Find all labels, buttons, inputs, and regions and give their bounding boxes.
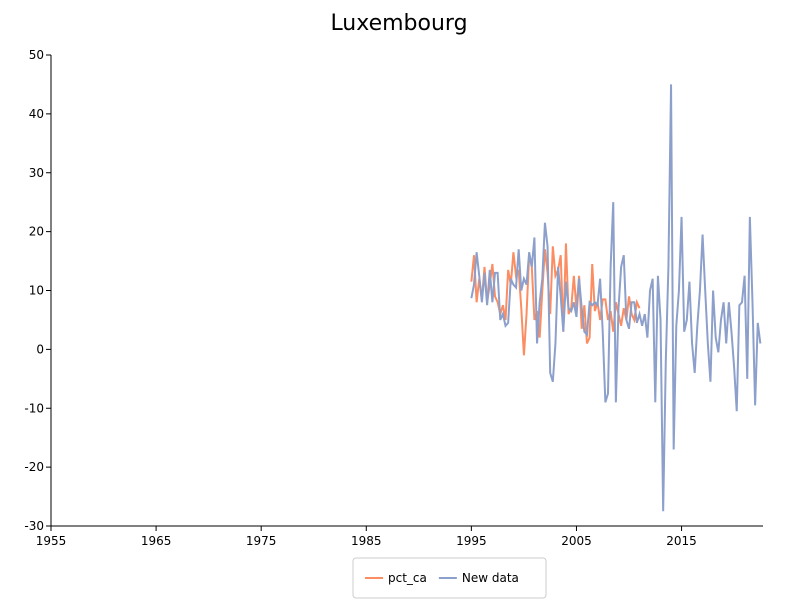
y-tick-label: 20 bbox=[29, 225, 44, 239]
y-tick-label: -20 bbox=[24, 460, 44, 474]
x-tick-label: 1985 bbox=[351, 534, 382, 548]
series-line bbox=[470, 84, 762, 512]
x-tick-label: 2015 bbox=[666, 534, 697, 548]
y-tick-label: -30 bbox=[24, 519, 44, 533]
y-tick-label: 30 bbox=[29, 166, 44, 180]
x-tick-label: 1975 bbox=[246, 534, 277, 548]
y-tick-label: 40 bbox=[29, 107, 44, 121]
x-tick-label: 1955 bbox=[36, 534, 67, 548]
x-tick-label: 2005 bbox=[561, 534, 592, 548]
y-tick-label: -10 bbox=[24, 401, 44, 415]
x-tick-label: 1995 bbox=[456, 534, 487, 548]
chart-title: Luxembourg bbox=[330, 11, 467, 36]
x-tick-label: 1965 bbox=[141, 534, 172, 548]
y-tick-label: 0 bbox=[36, 342, 44, 356]
legend-label: pct_ca bbox=[388, 571, 427, 585]
legend-label: New data bbox=[462, 571, 519, 585]
y-tick-label: 10 bbox=[29, 284, 44, 298]
y-tick-label: 50 bbox=[29, 48, 44, 62]
